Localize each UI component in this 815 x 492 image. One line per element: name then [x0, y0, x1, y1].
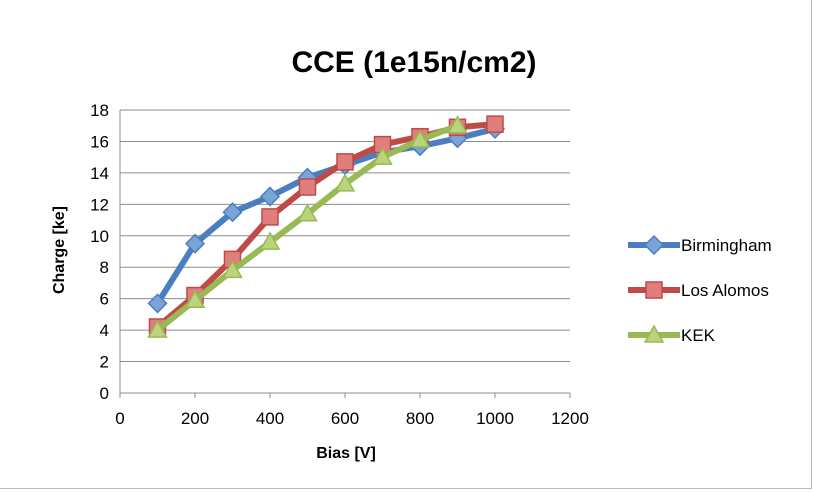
- series-line-1: [154, 121, 498, 330]
- data-point-1-4: [298, 178, 317, 196]
- axes: [119, 110, 571, 398]
- data-point-1-5: [336, 153, 354, 171]
- y-tick-label-9: 18: [90, 101, 109, 120]
- data-point-0-1: [184, 233, 206, 254]
- series-1: [148, 115, 504, 336]
- data-point-1-9: [486, 115, 504, 133]
- y-tick-label-5: 10: [90, 227, 109, 246]
- legend-item-0: Birmingham: [628, 234, 772, 256]
- data-point-1-3: [261, 208, 279, 226]
- legend-item-2: KEK: [628, 324, 716, 345]
- grid-lines: [120, 109, 570, 363]
- y-tick-label-3: 6: [100, 290, 109, 309]
- data-point-2-3: [259, 231, 281, 250]
- x-tick-label-5: 1000: [476, 409, 514, 428]
- y-tick-label-6: 12: [90, 195, 109, 214]
- data-point-2-1: [184, 289, 206, 308]
- legend-label-1: Los Alomos: [681, 281, 769, 300]
- data-point-2-4: [297, 203, 318, 222]
- x-tick-label-6: 1200: [551, 409, 589, 428]
- x-tick-label-1: 200: [181, 409, 209, 428]
- series-0: [147, 118, 506, 314]
- y-axis-label: Charge [ke]: [51, 206, 68, 294]
- series-line-0: [154, 125, 498, 307]
- x-tick-label-3: 600: [331, 409, 359, 428]
- y-tick-label-4: 8: [100, 258, 109, 277]
- data-point-2-0: [147, 319, 168, 338]
- data-point-2-6: [372, 146, 393, 165]
- legend-label-2: KEK: [681, 326, 716, 345]
- x-axis-label: Bias [V]: [316, 445, 376, 462]
- legend-marker-0: [643, 234, 665, 256]
- x-tick-label-4: 800: [406, 409, 434, 428]
- y-tick-label-1: 2: [100, 353, 109, 372]
- legend-item-1: Los Alomos: [628, 281, 769, 300]
- data-point-0-3: [259, 186, 281, 207]
- legend-marker-1: [645, 281, 663, 299]
- x-tick-label-2: 400: [256, 409, 284, 428]
- y-tick-label-7: 14: [90, 164, 109, 183]
- data-point-0-0: [147, 293, 168, 314]
- data-point-2-2: [222, 259, 243, 279]
- y-tick-label-2: 4: [100, 321, 109, 340]
- chart-title: CCE (1e15n/cm2): [291, 46, 536, 79]
- y-tick-label-8: 16: [90, 132, 109, 151]
- series-2: [147, 115, 468, 338]
- legend: Birmingham Los Alomos KEK: [628, 234, 772, 345]
- y-tick-label-0: 0: [100, 384, 109, 403]
- tick-labels: 0 2 4 6 8 10 12 14 16 18 0 200 400 600 800 1000 1200: [90, 101, 589, 428]
- data-point-2-8: [447, 115, 468, 134]
- data-point-2-7: [409, 129, 431, 148]
- legend-marker-2: [643, 324, 665, 343]
- legend-label-0: Birmingham: [681, 236, 772, 255]
- x-tick-label-0: 0: [115, 409, 124, 428]
- data-point-2-5: [334, 173, 356, 192]
- series-group: [147, 115, 506, 338]
- data-point-0-2: [222, 202, 243, 223]
